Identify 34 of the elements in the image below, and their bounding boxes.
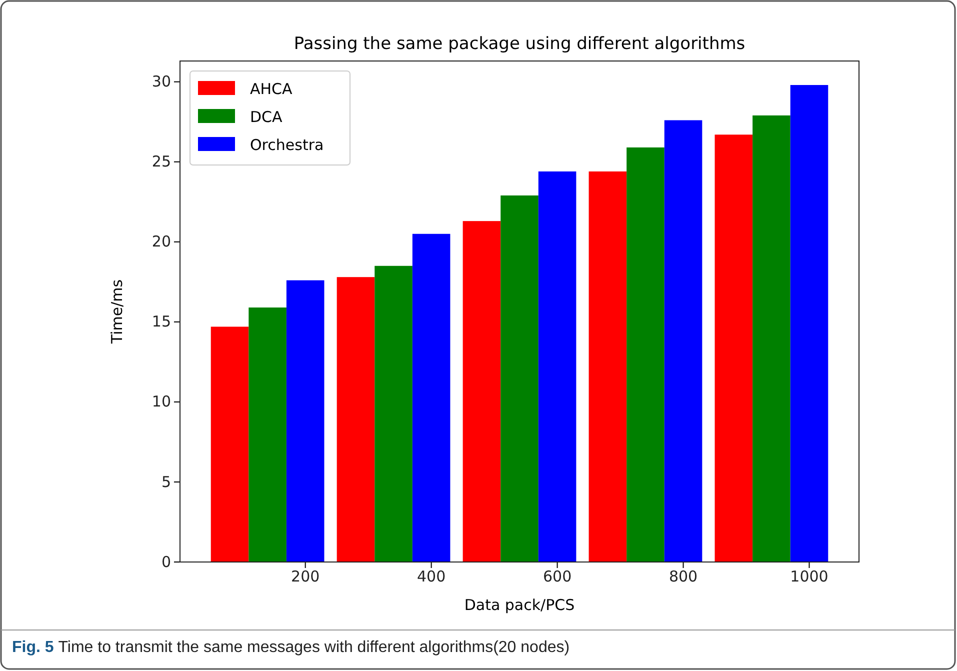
legend-label: DCA <box>250 108 284 126</box>
bar <box>714 134 753 562</box>
bar <box>248 308 286 562</box>
caption: Fig. 5 Time to transmit the same messages with different algorithms(20 nodes) <box>12 639 570 656</box>
x-tick-label: 200 <box>291 568 320 586</box>
x-tick-label: 1000 <box>790 568 828 586</box>
y-tick-label: 15 <box>152 312 171 331</box>
y-tick-label: 30 <box>152 72 171 91</box>
legend-label: AHCA <box>250 80 294 98</box>
bar <box>412 234 450 562</box>
y-tick-label: 5 <box>161 472 171 491</box>
bar <box>462 221 501 562</box>
y-axis-title: Time/ms <box>108 279 126 345</box>
bar <box>286 280 324 562</box>
bar <box>374 266 412 562</box>
legend-label: Orchestra <box>250 136 324 154</box>
y-tick-label: 10 <box>152 392 171 411</box>
bar <box>752 115 790 562</box>
y-tick-label: 0 <box>161 552 171 571</box>
bar <box>336 277 375 562</box>
x-axis-title: Data pack/PCS <box>464 596 575 614</box>
bar <box>588 171 627 562</box>
x-tick-label: 600 <box>542 568 572 586</box>
bar <box>500 195 538 562</box>
bar <box>664 120 702 562</box>
bar <box>538 171 576 562</box>
y-tick-label: 20 <box>152 232 171 251</box>
bar <box>790 85 828 562</box>
y-tick-label: 25 <box>152 152 171 171</box>
bar <box>626 147 664 562</box>
bar <box>210 326 249 562</box>
x-tick-label: 800 <box>668 568 698 586</box>
x-tick-label: 400 <box>417 568 446 586</box>
chart-title: Passing the same package using different algorithms <box>294 34 746 54</box>
